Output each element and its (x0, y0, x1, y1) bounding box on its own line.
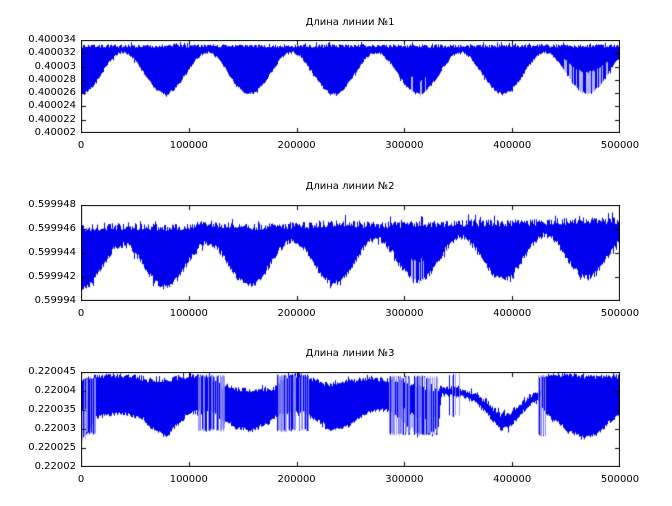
x-tick-label: 0 (77, 140, 85, 151)
y-tick-label: 0.59994 (34, 295, 76, 306)
x-tick-label: 200000 (277, 140, 316, 151)
y-tick-label: 0.400028 (28, 73, 76, 85)
x-tick-label: 0 (77, 308, 85, 319)
y-tick-label: 0.220035 (28, 404, 76, 415)
x-tick-label: 100000 (169, 474, 208, 485)
y-tick-label: 0.40002 (34, 127, 76, 138)
x-tick-label: 400000 (493, 140, 532, 151)
x-tick-label: 200000 (277, 474, 316, 485)
y-tick-label: 0.22002 (34, 461, 76, 472)
subplot-1-signal-canvas (81, 40, 620, 133)
y-tick-label: 0.220025 (28, 442, 76, 453)
y-tick-label: 0.220045 (28, 366, 76, 377)
x-tick-label: 300000 (385, 140, 424, 151)
y-tick-label: 0.400026 (28, 87, 76, 99)
y-tick-label: 0.599944 (28, 247, 76, 258)
x-tick-label: 200000 (277, 308, 316, 319)
y-tick-label: 0.400034 (28, 34, 76, 45)
y-tick-label: 0.400022 (28, 113, 76, 125)
subplot-2-signal-canvas (81, 205, 620, 301)
y-tick-label: 0.599942 (28, 271, 76, 282)
x-tick-label: 500000 (600, 308, 640, 319)
y-tick-label: 0.400024 (28, 100, 76, 112)
x-tick-label: 100000 (169, 308, 208, 319)
x-tick-label: 400000 (493, 308, 532, 319)
subplot-3-title: Длина линии №3 (305, 348, 395, 359)
y-tick-label: 0.599946 (28, 223, 76, 234)
x-tick-label: 0 (77, 474, 85, 485)
y-tick-label: 0.599948 (28, 199, 76, 210)
y-tick-label: 0.40003 (34, 60, 76, 72)
x-tick-label: 400000 (493, 474, 532, 485)
subplot-1-title: Длина линии №1 (305, 17, 395, 28)
x-tick-label: 100000 (169, 140, 208, 151)
x-tick-label: 500000 (600, 140, 640, 151)
y-tick-label: 0.22004 (34, 385, 76, 396)
y-tick-label: 0.400032 (28, 47, 76, 59)
subplot-2-title: Длина линии №2 (305, 181, 395, 192)
y-tick-label: 0.22003 (34, 423, 76, 434)
x-tick-label: 500000 (600, 474, 640, 485)
subplot-3-signal-canvas (81, 372, 620, 467)
x-tick-label: 300000 (385, 308, 424, 319)
x-tick-label: 300000 (385, 474, 424, 485)
